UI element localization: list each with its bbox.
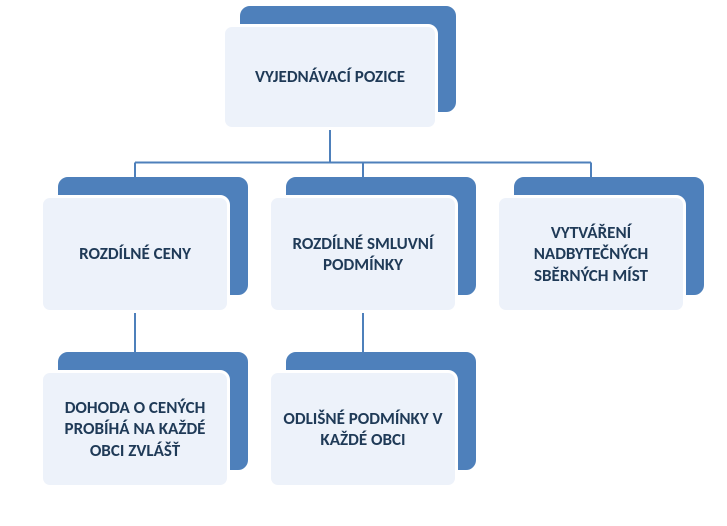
node-label: ROZDÍLNÉ CENY xyxy=(79,243,191,264)
node-label: ODLIŠNÉ PODMÍNKY V KAŽDÉ OBCI xyxy=(277,408,449,451)
node-label: VYJEDNÁVACÍ POZICE xyxy=(255,66,405,87)
node-front: DOHODA O CENÝCH PROBÍHÁ NA KAŽDÉ OBCI ZV… xyxy=(40,370,230,488)
node-front: VYJEDNÁVACÍ POZICE xyxy=(222,24,438,130)
node-root: VYJEDNÁVACÍ POZICE xyxy=(222,6,456,130)
node-g1: DOHODA O CENÝCH PROBÍHÁ NA KAŽDÉ OBCI ZV… xyxy=(40,352,248,488)
node-g2: ODLIŠNÉ PODMÍNKY V KAŽDÉ OBCI xyxy=(268,352,476,488)
node-front: ROZDÍLNÉ CENY xyxy=(40,195,230,313)
node-c3: VYTVÁŘENÍ NADBYTEČNÝCH SBĚRNÝCH MÍST xyxy=(496,177,704,313)
node-front: ODLIŠNÉ PODMÍNKY V KAŽDÉ OBCI xyxy=(268,370,458,488)
node-label: VYTVÁŘENÍ NADBYTEČNÝCH SBĚRNÝCH MÍST xyxy=(505,222,677,286)
node-label: ROZDÍLNÉ SMLUVNÍ PODMÍNKY xyxy=(277,233,449,276)
node-front: ROZDÍLNÉ SMLUVNÍ PODMÍNKY xyxy=(268,195,458,313)
node-label: DOHODA O CENÝCH PROBÍHÁ NA KAŽDÉ OBCI ZV… xyxy=(49,397,221,461)
node-c1: ROZDÍLNÉ CENY xyxy=(40,177,248,313)
node-c2: ROZDÍLNÉ SMLUVNÍ PODMÍNKY xyxy=(268,177,476,313)
node-front: VYTVÁŘENÍ NADBYTEČNÝCH SBĚRNÝCH MÍST xyxy=(496,195,686,313)
